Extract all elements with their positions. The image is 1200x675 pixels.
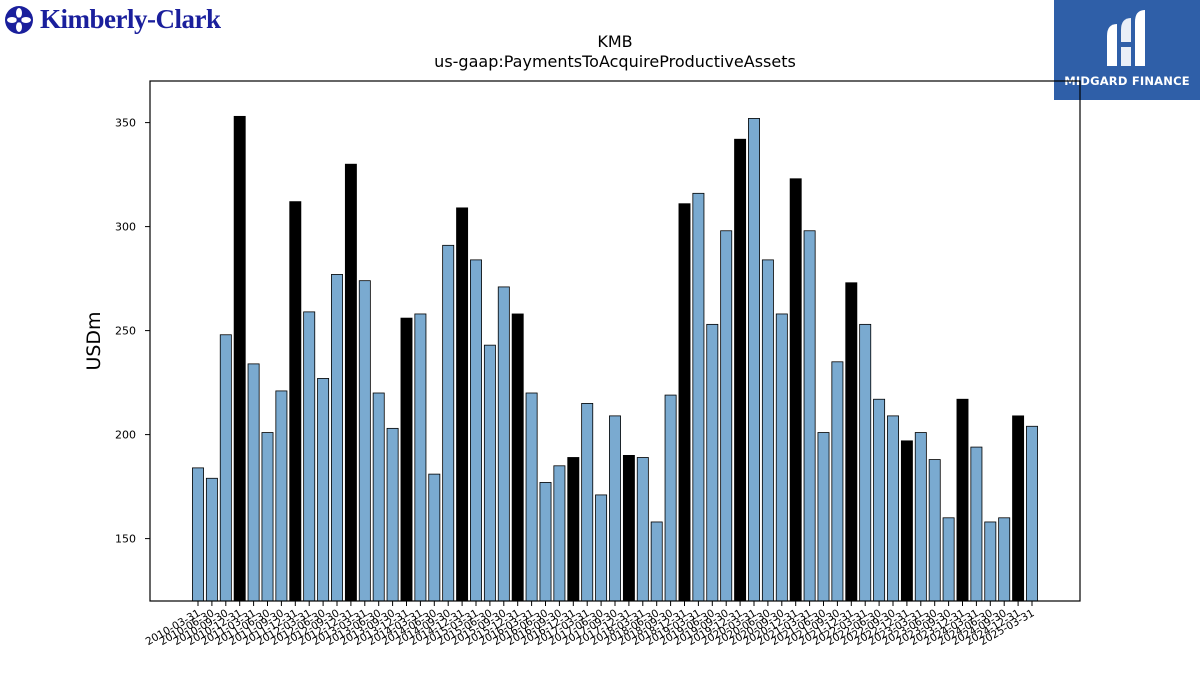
- y-tick-label: 200: [115, 429, 136, 442]
- bar: [344, 163, 357, 602]
- bar: [859, 323, 872, 602]
- bar: [970, 446, 983, 602]
- bar: [400, 317, 413, 602]
- bar: [622, 454, 635, 602]
- bar: [595, 494, 608, 602]
- bar: [845, 282, 858, 602]
- bar: [650, 521, 663, 602]
- bar: [636, 457, 649, 602]
- bar: [567, 457, 580, 602]
- bar: [289, 201, 302, 602]
- y-tick-label: 350: [115, 117, 136, 130]
- bar: [942, 517, 955, 602]
- bar: [956, 398, 969, 602]
- bar: [692, 192, 705, 602]
- bar: [511, 313, 524, 602]
- bar: [761, 259, 774, 602]
- bar: [775, 313, 788, 602]
- bar: [483, 344, 496, 602]
- bar: [414, 313, 427, 602]
- bar: [525, 392, 538, 602]
- chart-title: KMB: [597, 32, 633, 51]
- bar: [386, 427, 399, 602]
- bar: [900, 440, 913, 602]
- bar: [734, 138, 747, 602]
- bar: [428, 473, 441, 602]
- bar: [748, 118, 760, 602]
- bar: [303, 311, 316, 602]
- bar: [247, 363, 260, 602]
- midgard-m-icon: [1107, 10, 1145, 66]
- bar: [817, 432, 830, 602]
- bar: [831, 361, 844, 602]
- bar: [720, 230, 733, 602]
- chart-subtitle: us-gaap:PaymentsToAcquireProductiveAsset…: [434, 52, 796, 71]
- bar: [914, 432, 927, 602]
- bar: [219, 334, 232, 602]
- bar: [998, 517, 1011, 602]
- bar: [678, 203, 691, 602]
- kimberly-clark-logo: Kimberly-Clark: [4, 4, 221, 35]
- bar: [1012, 415, 1025, 602]
- kimberly-clark-wordmark: Kimberly-Clark: [40, 4, 221, 34]
- y-tick-label: 300: [115, 221, 136, 234]
- y-tick-label: 250: [115, 325, 136, 338]
- bar: [331, 274, 343, 602]
- bar: [358, 280, 371, 602]
- bar: [887, 415, 899, 602]
- bar: [470, 259, 482, 602]
- y-axis-label: USDm: [83, 311, 105, 370]
- bar: [372, 392, 385, 602]
- bar: [984, 521, 997, 602]
- y-tick-label: 150: [115, 533, 136, 546]
- bar: [803, 230, 816, 602]
- bar: [789, 178, 802, 602]
- bar: [275, 390, 288, 602]
- bar: [456, 207, 469, 602]
- bar: [261, 432, 274, 602]
- bar: [581, 402, 594, 602]
- bar: [706, 323, 719, 602]
- bar: [928, 459, 941, 602]
- bar: [664, 394, 677, 602]
- bar: [873, 398, 886, 602]
- midgard-finance-logo: MIDGARD FINANCE: [1054, 0, 1200, 100]
- bar: [1026, 425, 1038, 602]
- bar: [205, 477, 218, 602]
- bar: [233, 115, 246, 602]
- kimberly-clark-emblem-icon: [5, 5, 33, 34]
- bar: [497, 286, 510, 602]
- bar: [442, 244, 455, 602]
- midgard-finance-wordmark: MIDGARD FINANCE: [1064, 74, 1190, 88]
- bar: [317, 378, 330, 602]
- bar: [539, 482, 552, 602]
- bar: [609, 415, 621, 602]
- bar: [192, 467, 204, 602]
- bar: [553, 465, 566, 602]
